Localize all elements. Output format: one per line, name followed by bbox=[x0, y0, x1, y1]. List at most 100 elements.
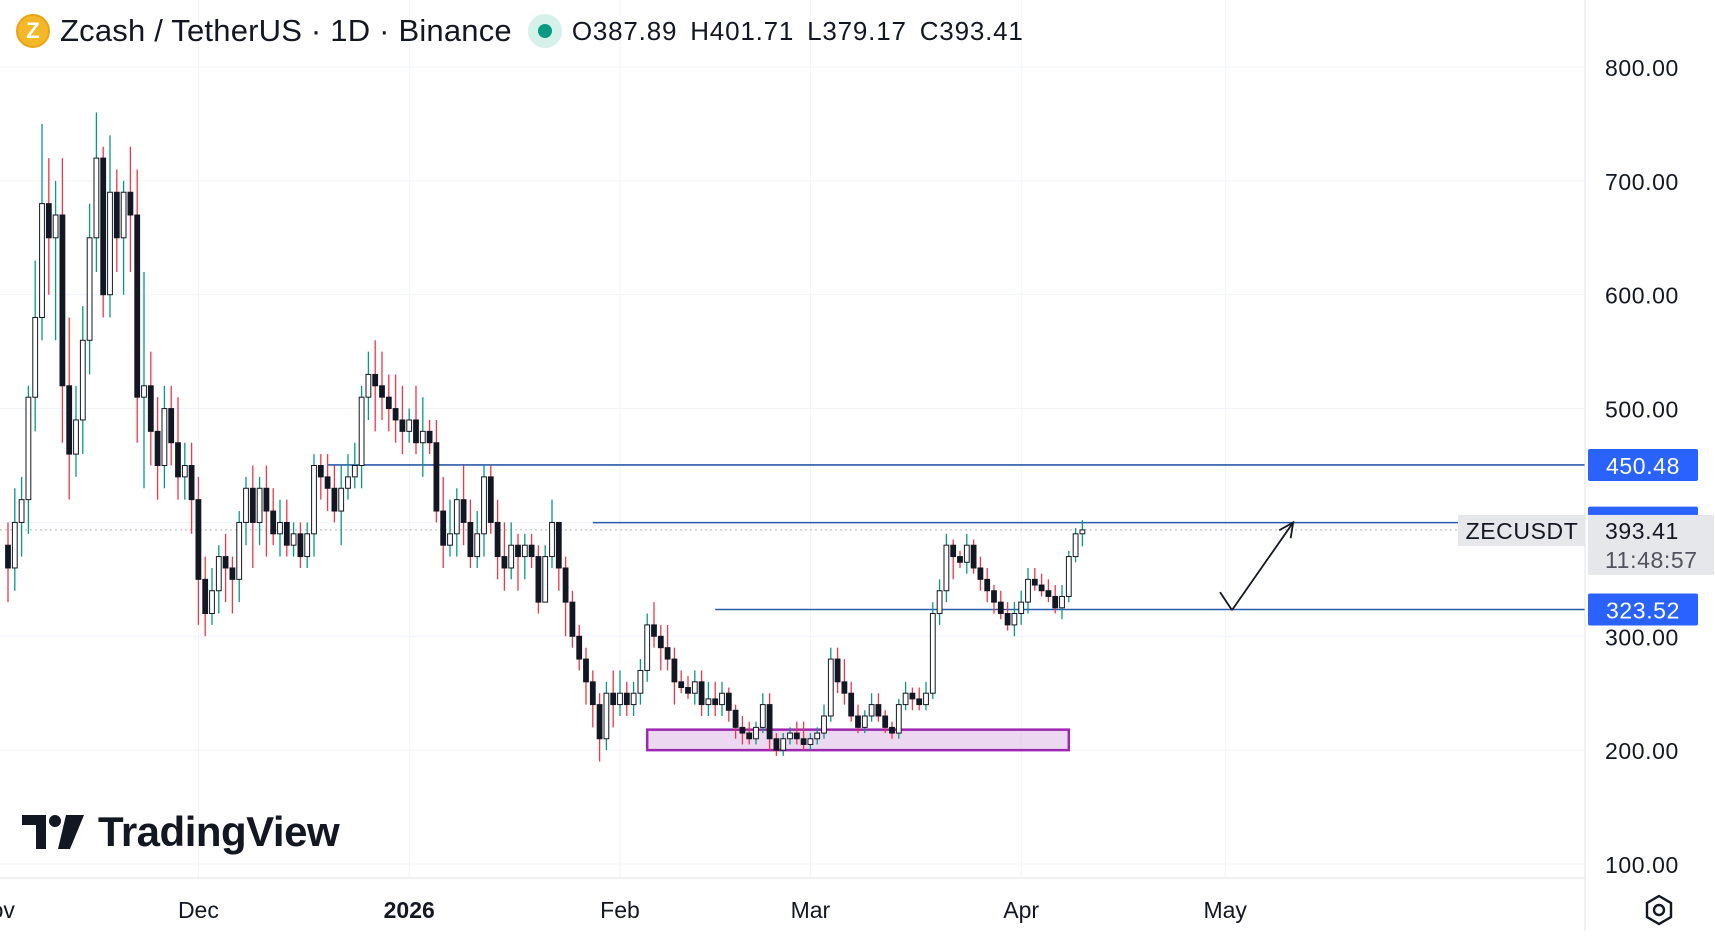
candle-body bbox=[732, 709, 739, 728]
candle-body bbox=[290, 533, 297, 546]
time-tick-label: 2026 bbox=[384, 897, 435, 923]
candle bbox=[576, 624, 583, 671]
candle bbox=[589, 670, 596, 728]
candle bbox=[841, 659, 848, 705]
candle-body bbox=[93, 157, 100, 239]
time-tick-label: Apr bbox=[1003, 897, 1039, 923]
ohlc-high: H401.71 bbox=[690, 15, 795, 46]
candle-body bbox=[175, 442, 181, 478]
candle-body bbox=[453, 499, 460, 535]
symbol-tag-bg bbox=[1458, 514, 1585, 546]
candle bbox=[698, 670, 705, 716]
candle bbox=[45, 158, 52, 295]
candle bbox=[1025, 567, 1031, 614]
candle-body bbox=[1065, 556, 1072, 597]
ohlc-close: C393.41 bbox=[919, 15, 1024, 46]
candle bbox=[168, 385, 175, 466]
price-tick-label: 800.00 bbox=[1605, 55, 1679, 81]
ohlc-readout: O387.89 H401.71 L379.17 C393.41 bbox=[572, 16, 1024, 47]
candle bbox=[671, 647, 678, 705]
ohlc-low: L379.17 bbox=[807, 15, 907, 46]
candle-body bbox=[725, 692, 732, 711]
symbol-title[interactable]: Zcash / TetherUS · 1D · Binance bbox=[60, 13, 512, 48]
candle bbox=[508, 522, 515, 580]
candle bbox=[433, 419, 440, 523]
candle-body bbox=[59, 214, 66, 387]
candle bbox=[603, 681, 610, 751]
candle bbox=[209, 567, 215, 625]
candle bbox=[542, 545, 549, 603]
candle bbox=[814, 727, 821, 745]
candle-body bbox=[447, 533, 453, 546]
candle-body bbox=[644, 624, 651, 671]
candle bbox=[555, 521, 562, 591]
candle bbox=[467, 499, 474, 568]
price-tick-label: 700.00 bbox=[1605, 169, 1679, 195]
price-tag-bg bbox=[1588, 448, 1698, 481]
candle-body bbox=[705, 698, 712, 706]
candle-body bbox=[426, 430, 433, 444]
candle bbox=[304, 522, 311, 568]
candle bbox=[277, 499, 283, 557]
candle-body bbox=[623, 692, 630, 706]
candle-body bbox=[25, 396, 32, 501]
candle bbox=[535, 545, 542, 614]
candle-body bbox=[243, 487, 249, 523]
candle-body bbox=[11, 521, 18, 569]
candle-body bbox=[440, 510, 447, 546]
candle-body bbox=[32, 316, 39, 398]
candle-body bbox=[807, 738, 814, 745]
candle bbox=[154, 397, 161, 500]
candle bbox=[419, 397, 426, 477]
tradingview-logo-text: TradingView bbox=[98, 808, 340, 855]
candle bbox=[943, 533, 950, 603]
candle-body bbox=[515, 544, 521, 558]
candle-body bbox=[562, 567, 569, 603]
chart-settings-icon[interactable] bbox=[1642, 893, 1676, 927]
candle bbox=[134, 169, 141, 443]
candle bbox=[889, 721, 895, 739]
candle bbox=[562, 556, 569, 637]
candle-body bbox=[249, 487, 256, 523]
candle-body bbox=[1025, 578, 1031, 603]
price-axis[interactable]: 100.00 200.00 300.00 500.00 600.00 700.00 800.… bbox=[1605, 55, 1679, 878]
candle-body bbox=[365, 373, 372, 398]
candle bbox=[297, 522, 304, 568]
candle-body bbox=[780, 738, 787, 751]
candle bbox=[175, 397, 181, 500]
candle-body bbox=[651, 624, 657, 637]
candle-body bbox=[18, 499, 25, 523]
time-axis[interactable]: Nov Dec 2026 Feb Mar Apr May bbox=[0, 897, 1247, 923]
candle-body bbox=[787, 732, 793, 740]
candle-body bbox=[324, 476, 331, 489]
candle-body bbox=[45, 203, 52, 239]
candle bbox=[243, 476, 249, 546]
candle-body bbox=[535, 556, 542, 603]
candle bbox=[909, 687, 916, 711]
candle bbox=[249, 465, 256, 568]
candle bbox=[1065, 550, 1072, 603]
candle-body bbox=[195, 499, 202, 580]
candle-body bbox=[902, 692, 909, 706]
time-tick-label: Dec bbox=[178, 897, 219, 923]
candle-body bbox=[188, 465, 195, 501]
candle-body bbox=[215, 556, 222, 592]
candle bbox=[793, 721, 800, 745]
candle-body bbox=[929, 613, 936, 694]
candle-body bbox=[120, 191, 127, 239]
candle bbox=[732, 704, 739, 739]
candle bbox=[1018, 590, 1025, 625]
candle bbox=[991, 585, 997, 614]
tradingview-logo[interactable]: TradingView bbox=[22, 808, 340, 856]
candle bbox=[385, 374, 392, 432]
projection-leg bbox=[1219, 591, 1233, 611]
candle bbox=[759, 693, 766, 734]
candle-body bbox=[739, 726, 746, 734]
candle bbox=[379, 351, 385, 420]
price-tick-label: 100.00 bbox=[1605, 852, 1679, 878]
candle-body bbox=[392, 408, 399, 421]
candle-body bbox=[950, 544, 957, 558]
candle-body bbox=[399, 419, 406, 432]
candle-body bbox=[5, 544, 11, 569]
